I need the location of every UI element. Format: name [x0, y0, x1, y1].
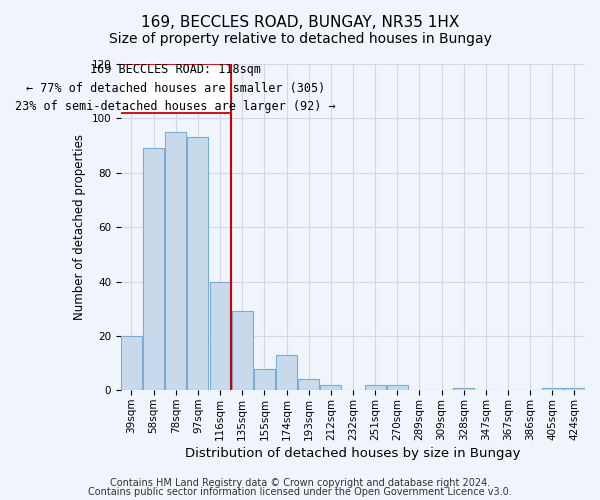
- Text: 169, BECCLES ROAD, BUNGAY, NR35 1HX: 169, BECCLES ROAD, BUNGAY, NR35 1HX: [141, 15, 459, 30]
- Text: Contains HM Land Registry data © Crown copyright and database right 2024.: Contains HM Land Registry data © Crown c…: [110, 478, 490, 488]
- FancyBboxPatch shape: [120, 64, 230, 113]
- Bar: [387, 385, 408, 390]
- Bar: [542, 388, 563, 390]
- Bar: [187, 138, 208, 390]
- Bar: [121, 336, 142, 390]
- Bar: [143, 148, 164, 390]
- Text: Contains public sector information licensed under the Open Government Licence v3: Contains public sector information licen…: [88, 487, 512, 497]
- Bar: [276, 355, 297, 390]
- X-axis label: Distribution of detached houses by size in Bungay: Distribution of detached houses by size …: [185, 447, 521, 460]
- Bar: [209, 282, 230, 391]
- Bar: [165, 132, 186, 390]
- Bar: [365, 385, 386, 390]
- Bar: [320, 385, 341, 390]
- Y-axis label: Number of detached properties: Number of detached properties: [73, 134, 86, 320]
- Text: 169 BECCLES ROAD: 118sqm
← 77% of detached houses are smaller (305)
23% of semi-: 169 BECCLES ROAD: 118sqm ← 77% of detach…: [15, 64, 335, 114]
- Text: Size of property relative to detached houses in Bungay: Size of property relative to detached ho…: [109, 32, 491, 46]
- Bar: [254, 368, 275, 390]
- Bar: [453, 388, 474, 390]
- Bar: [564, 388, 585, 390]
- Bar: [232, 312, 253, 390]
- Bar: [298, 380, 319, 390]
